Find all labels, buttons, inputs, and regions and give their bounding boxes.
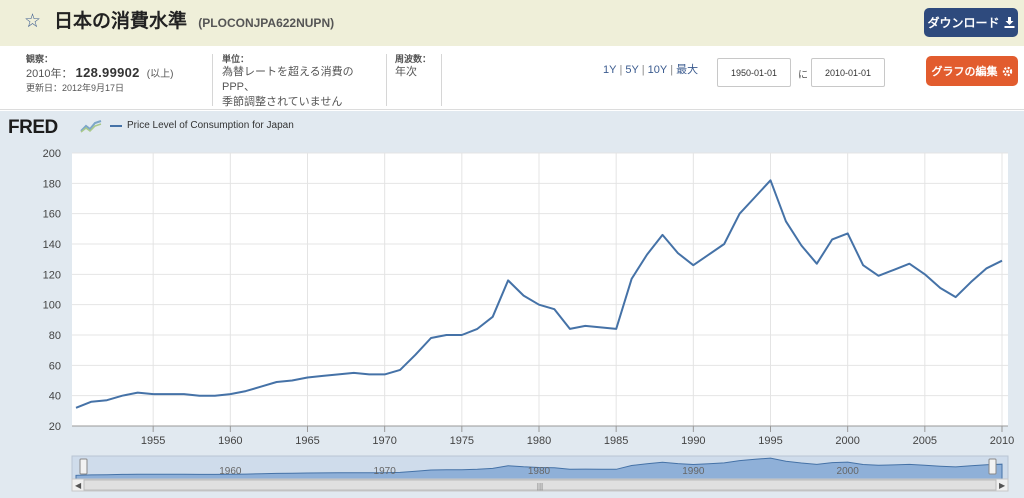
series-title: 日本の消費水準 (54, 11, 188, 32)
x-tick-label: 1985 (604, 435, 628, 447)
page-title: 日本の消費水準 (PLOCONJPA622NUPN) (54, 11, 334, 34)
x-tick-label: 1980 (527, 435, 551, 447)
navigator-tick-label: 1990 (682, 466, 705, 477)
scroll-right-arrow-icon: ▶ (999, 481, 1006, 490)
navigator-series (75, 457, 1003, 480)
fred-logo-chart-icon (80, 120, 102, 133)
y-tick-label: 140 (43, 239, 61, 251)
y-tick-label: 40 (49, 391, 61, 403)
y-tick-label: 200 (43, 148, 61, 160)
chart-area: FRED Price Level of Consumption for Japa… (0, 111, 1024, 498)
x-tick-label: 1970 (372, 435, 396, 447)
units-line-2: 季節調整されていません (222, 96, 343, 108)
legend-swatch (110, 124, 122, 127)
y-tick-label: 120 (43, 269, 61, 281)
x-tick-label: 2000 (835, 435, 859, 447)
units-block: 単位： 為替レートを超える消費のPPP、 季節調整されていません (222, 54, 382, 108)
gear-icon (1002, 66, 1012, 76)
range-link-5y[interactable]: 5Y (625, 64, 639, 76)
range-links: 1Y | 5Y | 10Y | 最大 (603, 63, 698, 77)
observation-row: 2010年： 128.99902 (以上) (26, 65, 206, 82)
x-tick-label: 1960 (218, 435, 242, 447)
x-tick-label: 1965 (295, 435, 319, 447)
series-line (75, 179, 1003, 409)
edit-graph-label: グラフの編集 (931, 66, 998, 78)
y-tick-label: 20 (49, 421, 61, 433)
start-date-input[interactable]: 1950-01-01 (717, 58, 791, 87)
units-label: 単位： (222, 54, 250, 64)
line-chart: 20 40 60 80 100 120 140 160 180 200 1955 1960 1965 1… (43, 148, 1014, 492)
scroll-left-arrow-icon: ◀ (75, 481, 82, 490)
to-label: に (798, 70, 808, 81)
observation-period: 2010年： (26, 68, 73, 80)
x-tick-label: 2005 (913, 435, 937, 447)
y-tick-label: 80 (49, 330, 61, 342)
download-icon (1004, 17, 1014, 28)
x-tick-label: 1975 (450, 435, 474, 447)
frequency-label: 周波数： (395, 54, 432, 64)
series-header: ☆ 日本の消費水準 (PLOCONJPA622NUPN) ダウンロード (0, 0, 1024, 46)
x-tick-label: 1995 (758, 435, 782, 447)
scrollbar-thumb[interactable] (83, 479, 997, 491)
observation-label: 観察： (26, 54, 54, 64)
updated-date: 更新日：2012年9月17日 (26, 83, 125, 93)
navigator-tick-label: 2000 (837, 466, 860, 477)
range-separator: | (619, 64, 623, 76)
navigator-tick-label: 1980 (528, 466, 551, 477)
meta-divider (441, 54, 442, 106)
chart-legend: Price Level of Consumption for Japan (110, 120, 294, 131)
x-tick-label: 2010 (990, 435, 1014, 447)
plot-background (72, 153, 1008, 426)
series-id: (PLOCONJPA622NUPN) (198, 16, 335, 30)
range-link-max[interactable]: 最大 (676, 64, 699, 76)
y-tick-label: 160 (43, 209, 61, 221)
end-date-input[interactable]: 2010-01-01 (811, 58, 885, 87)
meta-divider (212, 54, 213, 106)
download-button[interactable]: ダウンロード (924, 8, 1018, 37)
scrollbar-grip-icon: ||| (537, 482, 543, 491)
star-outline-icon[interactable]: ☆ (24, 11, 42, 32)
legend-label: Price Level of Consumption for Japan (127, 120, 294, 131)
units-line-1: 為替レートを超える消費のPPP、 (222, 66, 354, 93)
y-tick-label: 180 (43, 178, 61, 190)
navigator-right-handle[interactable] (988, 458, 997, 475)
navigator-tick-label: 1970 (374, 466, 397, 477)
frequency-block: 周波数： 年次 (395, 54, 439, 106)
frequency-value: 年次 (395, 66, 417, 78)
range-link-1y[interactable]: 1Y (603, 64, 617, 76)
navigator-tick-label: 1960 (219, 466, 242, 477)
fred-logo: FRED (8, 117, 58, 138)
series-meta: 観察： 2010年： 128.99902 (以上) 更新日：2012年9月17日… (0, 46, 1024, 110)
observation-suffix[interactable]: (以上) (146, 69, 174, 80)
navigator-left-handle[interactable] (79, 458, 88, 475)
range-separator: | (641, 64, 645, 76)
meta-divider (386, 54, 387, 106)
y-tick-label: 60 (49, 360, 61, 372)
x-tick-label: 1990 (681, 435, 705, 447)
download-button-label: ダウンロード (927, 16, 1000, 30)
observation-value: 128.99902 (75, 65, 140, 80)
edit-graph-button[interactable]: グラフの編集 (926, 56, 1018, 86)
y-tick-label: 100 (43, 300, 61, 312)
range-separator: | (670, 64, 674, 76)
x-tick-label: 1955 (141, 435, 165, 447)
observation-block: 観察： 2010年： 128.99902 (以上) 更新日：2012年9月17日 (26, 54, 206, 106)
range-link-10y[interactable]: 10Y (647, 64, 668, 76)
